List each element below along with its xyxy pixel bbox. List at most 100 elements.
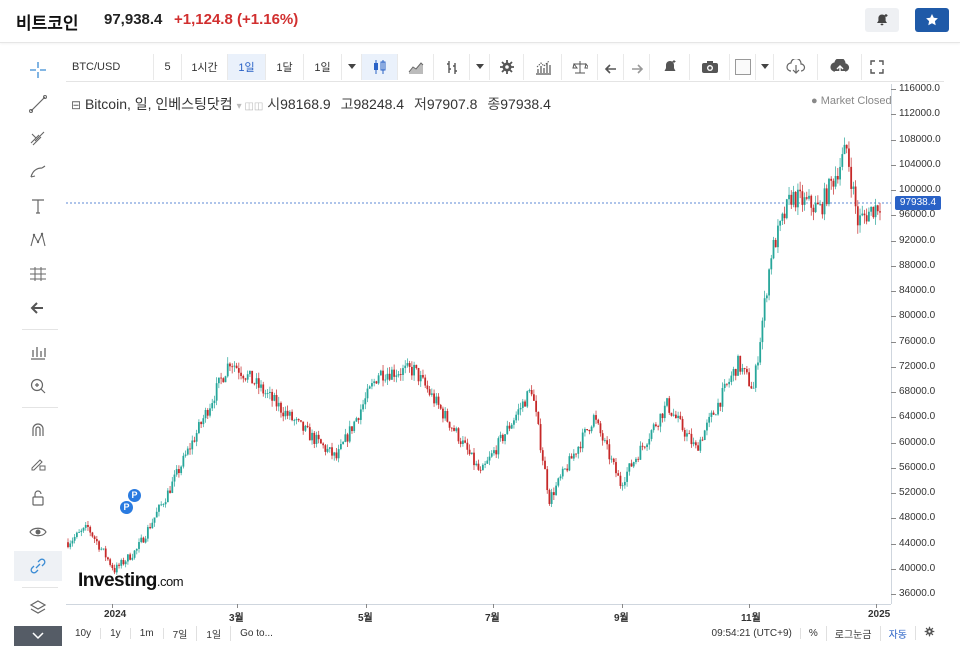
candle-body <box>703 430 706 441</box>
show-hide-tool[interactable] <box>14 517 62 547</box>
pattern-tool[interactable] <box>14 225 62 255</box>
candle <box>122 557 125 566</box>
chart-settings-button[interactable] <box>915 626 943 640</box>
annotation-marker[interactable]: P <box>120 501 133 514</box>
candle <box>395 369 398 383</box>
interval-1h[interactable]: 1시간 <box>182 54 228 80</box>
fullscreen-button[interactable] <box>862 54 892 80</box>
hide-toolbar-button[interactable] <box>14 293 62 323</box>
bars-button[interactable] <box>434 54 470 80</box>
candle-body <box>264 393 267 395</box>
unlock-tool[interactable] <box>14 483 62 513</box>
candle <box>750 381 753 389</box>
candle <box>169 485 171 494</box>
crosshair-tool[interactable] <box>14 55 62 85</box>
candle-body <box>297 419 300 421</box>
interval-1d[interactable]: 1일 <box>228 54 266 80</box>
candle <box>794 191 797 212</box>
candle <box>342 441 345 445</box>
interval-dropdown[interactable] <box>342 54 362 80</box>
candle-body <box>808 195 810 199</box>
candle <box>357 417 360 424</box>
candle-body <box>255 378 258 384</box>
undo-button[interactable] <box>598 54 624 80</box>
legend-settings-icon[interactable]: ▾ ◫◫ <box>236 101 264 112</box>
candle-body <box>366 388 369 399</box>
chart-type-dropdown[interactable] <box>470 54 490 80</box>
candle-body <box>328 447 331 449</box>
create-alert-button[interactable] <box>865 8 899 32</box>
candle-body <box>430 393 433 395</box>
candle-body <box>854 186 857 207</box>
candle <box>608 438 611 465</box>
indicators-button[interactable] <box>524 54 562 80</box>
candle-body <box>291 411 293 421</box>
collapse-legend-icon[interactable]: ⊟ <box>71 98 82 112</box>
redo-button[interactable] <box>624 54 650 80</box>
y-tick <box>891 291 896 292</box>
candle-body <box>603 440 606 442</box>
collapse-toolbar-button[interactable] <box>14 626 62 646</box>
zoom-tool[interactable] <box>14 371 62 401</box>
candle <box>836 167 839 184</box>
y-tick <box>891 316 896 318</box>
log-scale-toggle[interactable]: 로그눈금 <box>825 625 880 641</box>
range-1d[interactable]: 1일 <box>197 625 232 641</box>
interval-5[interactable]: 5 <box>154 54 182 80</box>
candle-body <box>359 409 362 420</box>
add-watchlist-button[interactable] <box>915 8 949 32</box>
candle <box>861 205 864 217</box>
alert-button[interactable] <box>650 54 690 80</box>
price-chart[interactable] <box>66 84 891 604</box>
range-1y[interactable]: 1y <box>101 627 131 639</box>
candle <box>830 176 833 190</box>
price-axis[interactable] <box>891 84 948 604</box>
save-chart-button[interactable] <box>818 54 862 80</box>
color-dropdown[interactable] <box>756 54 774 80</box>
range-10y[interactable]: 10y <box>66 627 102 639</box>
symbol-input[interactable]: BTC/USD <box>66 54 154 80</box>
candle <box>726 383 728 387</box>
load-chart-button[interactable] <box>774 54 818 80</box>
candle <box>410 361 413 380</box>
candle-body <box>597 419 600 424</box>
candle <box>202 414 205 428</box>
annotation-marker[interactable]: P <box>128 489 141 502</box>
interval-1mo[interactable]: 1달 <box>266 54 304 80</box>
goto-date-button[interactable]: Go to... <box>240 627 273 639</box>
text-tool[interactable] <box>14 191 62 221</box>
indicators-tool[interactable] <box>14 337 62 367</box>
candle <box>739 355 742 375</box>
candle-body <box>80 530 83 533</box>
candle-body <box>657 426 660 427</box>
candles-button[interactable] <box>362 54 398 80</box>
candle <box>206 408 209 420</box>
trend-line-tool[interactable] <box>14 89 62 119</box>
gear-icon <box>924 626 935 637</box>
color-picker[interactable] <box>730 54 756 80</box>
sync-link-tool[interactable] <box>14 551 62 581</box>
candle <box>364 392 367 410</box>
range-1m[interactable]: 1m <box>131 627 164 639</box>
lock-drawings-tool[interactable] <box>14 449 62 479</box>
magnet-tool[interactable] <box>14 415 62 445</box>
candle-body <box>169 490 171 493</box>
compare-button[interactable] <box>562 54 598 80</box>
fib-tool[interactable] <box>14 123 62 153</box>
prediction-tool[interactable] <box>14 259 62 289</box>
percent-scale-toggle[interactable]: % <box>799 627 826 639</box>
layers-tool[interactable] <box>14 593 62 623</box>
candle-body <box>87 525 89 527</box>
interval-custom[interactable]: 1일 <box>304 54 342 80</box>
range-7d[interactable]: 7일 <box>164 625 198 641</box>
candle-body <box>741 368 744 372</box>
brush-tool[interactable] <box>14 157 62 187</box>
auto-scale-toggle[interactable]: 자동 <box>879 625 915 641</box>
candle <box>748 368 751 387</box>
screenshot-button[interactable] <box>690 54 730 80</box>
settings-button[interactable] <box>490 54 524 80</box>
area-chart-button[interactable] <box>398 54 434 80</box>
candle-body <box>681 418 684 430</box>
time-axis[interactable] <box>66 604 891 623</box>
candle <box>757 356 759 370</box>
